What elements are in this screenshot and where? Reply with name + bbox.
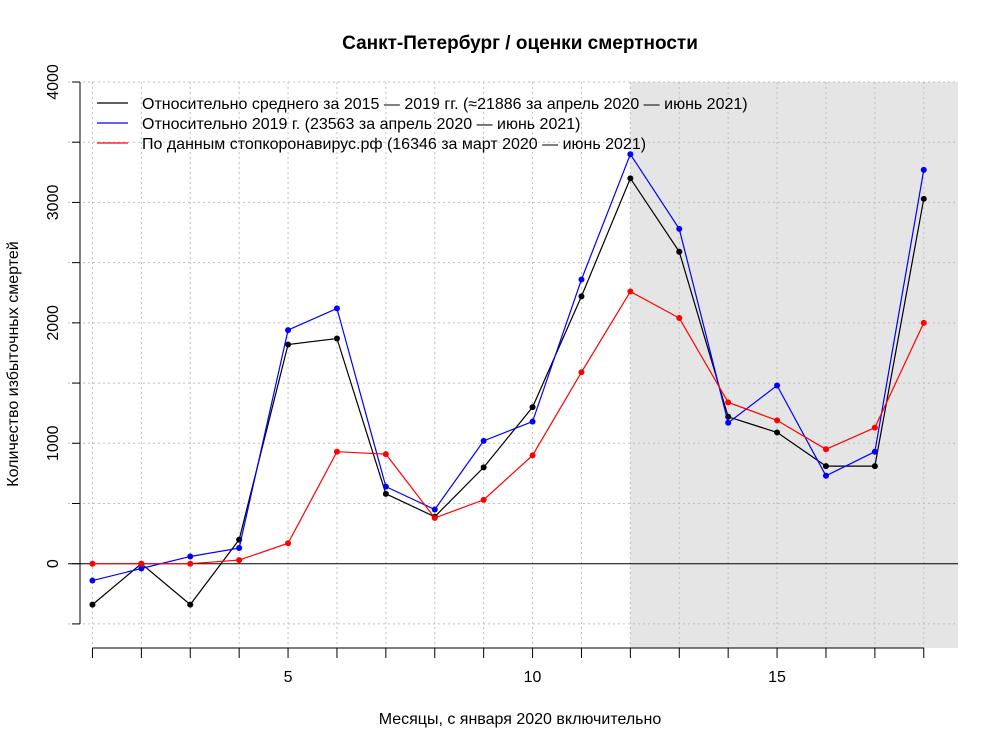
data-point xyxy=(138,565,145,572)
data-point xyxy=(480,496,487,503)
data-point xyxy=(725,419,732,426)
legend: Относительно среднего за 2015 — 2019 гг.… xyxy=(97,96,748,153)
data-point xyxy=(431,514,438,521)
data-point xyxy=(676,248,683,255)
data-point xyxy=(920,195,927,202)
data-point xyxy=(822,472,829,479)
data-point xyxy=(774,429,781,436)
data-point xyxy=(285,327,292,334)
data-point xyxy=(236,557,243,564)
data-point xyxy=(89,577,96,584)
axes: 5 10 15 0 1000 2000 3000 4000 xyxy=(45,64,925,686)
data-point xyxy=(89,601,96,608)
data-point xyxy=(382,490,389,497)
data-point xyxy=(774,417,781,424)
data-point xyxy=(529,404,536,411)
data-point xyxy=(822,463,829,470)
data-point xyxy=(676,315,683,322)
data-point xyxy=(480,464,487,471)
x-tick-label: 15 xyxy=(768,669,786,686)
series-line-1 xyxy=(92,152,925,582)
data-point xyxy=(920,166,927,173)
x-axis-label: Месяцы, с января 2020 включительно xyxy=(379,711,662,728)
data-point xyxy=(627,288,634,295)
data-point xyxy=(774,382,781,389)
legend-entry-stopcoronavirus: По данным стопкоронавирус.рф (16346 за м… xyxy=(142,136,646,153)
data-point xyxy=(333,448,340,455)
data-point xyxy=(578,293,585,300)
data-point xyxy=(920,319,927,326)
data-point xyxy=(382,451,389,458)
data-point xyxy=(138,560,145,567)
x-tick-label: 5 xyxy=(284,669,293,686)
data-point xyxy=(578,369,585,376)
data-point xyxy=(285,341,292,348)
y-tick-label: 0 xyxy=(45,559,62,568)
data-point xyxy=(431,506,438,513)
y-tick-label: 4000 xyxy=(45,64,62,100)
data-point xyxy=(529,452,536,459)
y-tick-label: 2000 xyxy=(45,305,62,341)
data-point xyxy=(89,560,96,567)
data-point xyxy=(187,560,194,567)
y-tick-label: 1000 xyxy=(45,425,62,461)
data-point xyxy=(676,225,683,232)
data-point xyxy=(187,553,194,560)
y-axis-label: Количество избыточных смертей xyxy=(5,241,22,486)
chart-title: Санкт-Петербург / оценки смертности xyxy=(342,33,698,54)
data-point xyxy=(871,448,878,455)
data-point xyxy=(871,424,878,431)
legend-entry-avg-2015-2019: Относительно среднего за 2015 — 2019 гг.… xyxy=(142,96,748,113)
x-tick-label: 10 xyxy=(524,669,542,686)
series-layer xyxy=(89,151,927,608)
data-point xyxy=(871,463,878,470)
data-point xyxy=(529,418,536,425)
data-point xyxy=(822,446,829,453)
data-point xyxy=(333,335,340,342)
data-point xyxy=(627,151,634,158)
data-point xyxy=(333,305,340,312)
series-line-0 xyxy=(92,177,925,606)
data-point xyxy=(382,483,389,490)
data-point xyxy=(725,399,732,406)
data-point xyxy=(578,276,585,283)
data-point xyxy=(187,601,194,608)
series-line-2 xyxy=(92,290,925,565)
data-point xyxy=(480,437,487,444)
y-tick-label: 3000 xyxy=(45,185,62,221)
data-point xyxy=(236,545,243,552)
legend-entry-2019: Относительно 2019 г. (23563 за апрель 20… xyxy=(142,116,580,133)
data-point xyxy=(285,540,292,547)
data-point xyxy=(627,175,634,182)
shaded-region xyxy=(630,82,958,648)
grid-lines xyxy=(68,81,958,648)
